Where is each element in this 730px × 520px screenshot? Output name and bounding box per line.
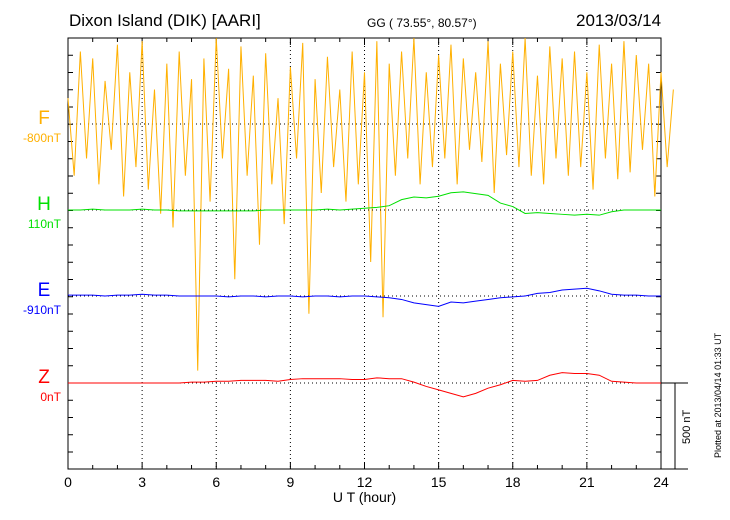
baseline-value-f: -800nT xyxy=(23,131,62,145)
component-label-f: F xyxy=(38,108,50,129)
component-label-h: H xyxy=(37,194,51,215)
x-tick-label: 21 xyxy=(579,474,595,490)
component-label-e: E xyxy=(38,280,51,301)
series-h-line xyxy=(68,191,661,216)
x-tick-label: 24 xyxy=(653,474,669,490)
baseline-value-h: 110nT xyxy=(28,217,62,231)
series-f-line xyxy=(67,37,674,371)
scale-bar-label: 500 nT xyxy=(681,409,693,444)
x-tick-label: 6 xyxy=(212,474,220,490)
component-label-z: Z xyxy=(38,367,50,388)
series-z-line xyxy=(68,372,661,398)
plot-date: 2013/03/14 xyxy=(576,11,662,30)
station-title: Dixon Island (DIK) [AARI] xyxy=(69,11,261,30)
x-tick-label: 15 xyxy=(431,474,447,490)
x-axis-label: U T (hour) xyxy=(333,489,396,505)
baseline-value-z: 0nT xyxy=(40,390,61,404)
x-tick-label: 3 xyxy=(138,474,146,490)
geographic-coordinates: GG ( 73.55°, 80.57°) xyxy=(367,16,477,30)
x-tick-label: 12 xyxy=(357,474,373,490)
x-tick-label: 0 xyxy=(64,474,72,490)
baseline-value-e: -910nT xyxy=(23,303,62,317)
series-e-line xyxy=(68,287,661,307)
x-tick-label: 9 xyxy=(286,474,294,490)
x-tick-label: 18 xyxy=(505,474,521,490)
